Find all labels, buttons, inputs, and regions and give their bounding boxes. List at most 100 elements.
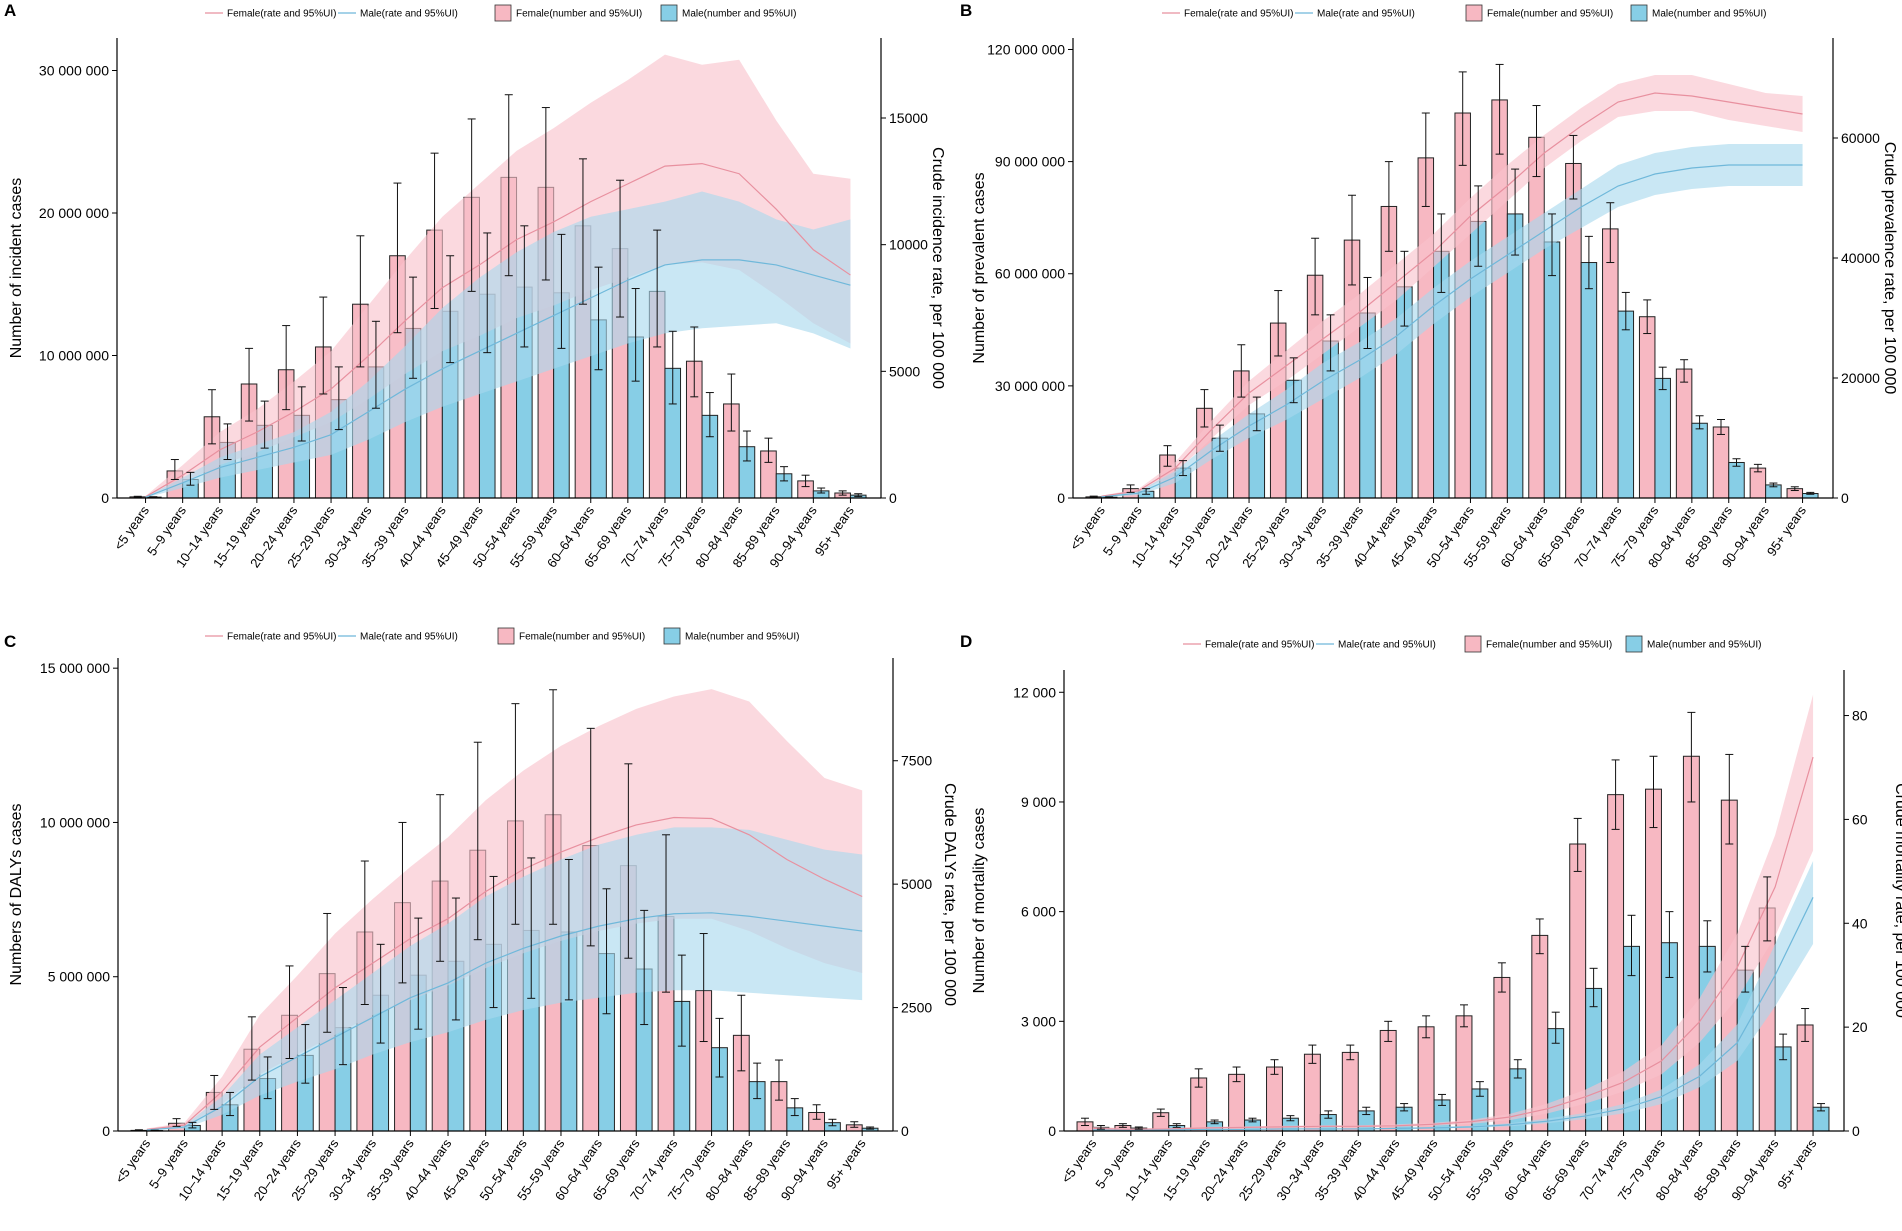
y-tick-label: 12 000 xyxy=(1013,684,1056,700)
y2-tick-label: 0 xyxy=(889,490,897,506)
y2-tick-label: 0 xyxy=(901,1123,909,1139)
male-rate-line xyxy=(145,259,851,498)
legend-label: Female(rate and 95%UI) xyxy=(227,632,337,643)
panel-letter: C xyxy=(4,632,16,651)
male-rate-band xyxy=(1101,144,1803,498)
legend-label: Male(number and 95%UI) xyxy=(685,632,800,643)
legend-box-key xyxy=(663,627,681,645)
female-bar xyxy=(1712,426,1730,499)
y-axis-title: Number of incident cases xyxy=(8,178,25,359)
y2-tick-label: 0 xyxy=(1841,490,1849,506)
y-tick-label: 0 xyxy=(1048,1123,1056,1139)
legend-box-key xyxy=(1464,635,1482,653)
y2-tick-label: 20000 xyxy=(1841,370,1880,386)
female-bar xyxy=(1303,1053,1321,1132)
y-tick-label: 10 000 000 xyxy=(39,348,109,364)
female-rate-line xyxy=(1092,756,1814,1131)
y-tick-label: 30 000 000 xyxy=(39,63,109,79)
legend-box-key xyxy=(494,4,512,22)
y-tick-label: 5 000 000 xyxy=(48,969,110,985)
female-bar xyxy=(1569,843,1587,1132)
legend-female-number: Female(number and 95%UI) xyxy=(494,4,642,22)
legend-male-number: Male(number and 95%UI) xyxy=(1630,4,1767,22)
legend-label: Female(number and 95%UI) xyxy=(516,9,642,20)
male-rate-band xyxy=(145,191,851,498)
x-tick-label: <5 years xyxy=(112,1136,153,1186)
male-bar xyxy=(1654,377,1671,499)
female-bar xyxy=(1638,316,1656,499)
legend-box-key xyxy=(1465,4,1483,22)
male-rate-line xyxy=(1092,897,1814,1132)
y-tick-label: 6 000 xyxy=(1021,904,1056,920)
female-bar xyxy=(1228,1073,1246,1132)
legend-label: Male(number and 95%UI) xyxy=(682,9,797,20)
legend-box-key xyxy=(1630,4,1648,22)
y2-axis-title: Crude incidence rate, per 100 000 xyxy=(929,147,946,389)
x-tick-label: 95+ years xyxy=(1774,1136,1820,1192)
legend-label: Female(number and 95%UI) xyxy=(1486,640,1612,651)
y2-axis-title: Crude prevalence rate, per 100 000 xyxy=(1881,142,1898,395)
legend-male-number: Male(number and 95%UI) xyxy=(663,627,800,645)
panel-letter: B xyxy=(960,1,972,20)
legend-label: Male(number and 95%UI) xyxy=(1647,640,1762,651)
legend-female-rate: Female(rate and 95%UI) xyxy=(205,632,337,643)
y2-tick-label: 60000 xyxy=(1841,130,1880,146)
female-bar xyxy=(1528,136,1545,499)
male-rate-line xyxy=(146,912,863,1131)
panel-d: D Female(rate and 95%UI) Male(rate and 95%… xyxy=(960,632,1902,1203)
panel-letter: A xyxy=(4,1,16,20)
y2-tick-label: 20 xyxy=(1852,1019,1868,1035)
legend-label: Female(rate and 95%UI) xyxy=(227,9,337,20)
y2-axis-title: Crude DALYs rate, per 100 000 xyxy=(941,783,958,1006)
y-tick-label: 10 000 000 xyxy=(40,814,110,830)
legend-label: Male(rate and 95%UI) xyxy=(1317,9,1415,20)
y-tick-label: 20 000 000 xyxy=(39,205,109,221)
panel-b: B Female(rate and 95%UI) Male(rate and 95%… xyxy=(960,1,1898,570)
female-bar xyxy=(1417,1026,1435,1132)
legend-label: Female(rate and 95%UI) xyxy=(1184,9,1294,20)
legend-label: Male(rate and 95%UI) xyxy=(1338,640,1436,651)
legend-female-rate: Female(rate and 95%UI) xyxy=(1183,640,1315,651)
y2-tick-label: 40 xyxy=(1852,915,1868,931)
x-tick-label: 95+ years xyxy=(823,1136,869,1192)
legend-label: Male(number and 95%UI) xyxy=(1652,9,1767,20)
legend-male-rate: Male(rate and 95%UI) xyxy=(338,632,458,643)
y2-tick-label: 5000 xyxy=(901,876,932,892)
female-rate-line xyxy=(145,162,851,498)
male-bar xyxy=(1585,987,1603,1132)
y2-tick-label: 10000 xyxy=(889,237,928,253)
legend-label: Male(rate and 95%UI) xyxy=(360,632,458,643)
female-bar xyxy=(1455,1015,1473,1132)
legend-label: Female(number and 95%UI) xyxy=(1487,9,1613,20)
male-bar xyxy=(1543,241,1561,499)
female-bar xyxy=(1379,1029,1397,1132)
male-bar xyxy=(1547,1028,1565,1132)
legend-female-rate: Female(rate and 95%UI) xyxy=(205,9,337,20)
legend-male-rate: Male(rate and 95%UI) xyxy=(1316,640,1436,651)
y-tick-label: 9 000 xyxy=(1021,794,1056,810)
male-bar xyxy=(1617,310,1635,499)
y-axis-title: Number of prevalent cases xyxy=(971,172,988,363)
y-axis-title: Numbers of DALYs cases xyxy=(8,804,25,986)
legend-box-key xyxy=(660,4,678,22)
female-bar xyxy=(1493,976,1511,1132)
male-rate-band xyxy=(146,827,863,1131)
legend-box-key xyxy=(1625,635,1643,653)
female-bar xyxy=(1341,1051,1359,1132)
y-tick-label: 120 000 000 xyxy=(987,41,1065,57)
y-axis-title: Number of mortality cases xyxy=(971,808,988,994)
y2-tick-label: 80 xyxy=(1852,708,1868,724)
female-rate-line xyxy=(1101,92,1803,497)
legend-label: Female(number and 95%UI) xyxy=(519,632,645,643)
female-bar xyxy=(1675,368,1693,499)
legend-male-number: Male(number and 95%UI) xyxy=(660,4,797,22)
legend-male-rate: Male(rate and 95%UI) xyxy=(1295,9,1415,20)
panel-a: A Female(rate and 95%UI) Male(rate and 95%… xyxy=(4,1,946,570)
female-bar xyxy=(1491,99,1508,499)
y2-tick-label: 2500 xyxy=(901,1000,932,1016)
y2-tick-label: 40000 xyxy=(1841,250,1880,266)
female-rate-band xyxy=(1101,75,1803,497)
male-bar xyxy=(1691,422,1708,499)
female-bar xyxy=(1602,228,1619,499)
